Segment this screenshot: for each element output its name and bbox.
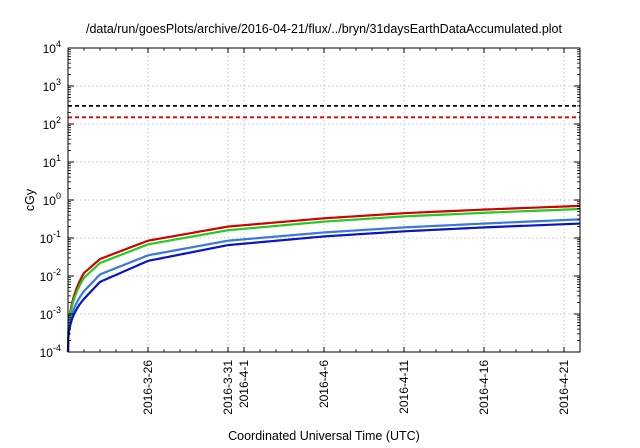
y-tick-base: 10 [43, 194, 57, 208]
axis-ticks [68, 47, 580, 353]
y-tick-exponent: 4 [56, 39, 61, 49]
y-axis-label: cGy [23, 188, 37, 211]
y-tick-base: 10 [40, 232, 54, 246]
series-line [66, 204, 581, 353]
x-tick-label: 2016-4-21 [557, 360, 571, 415]
y-tick-label: 102 [43, 115, 61, 132]
x-tick-label: 2016-4-6 [317, 360, 331, 408]
series-line [66, 207, 581, 353]
y-tick-base: 10 [43, 42, 57, 56]
y-tick-label: 10-1 [40, 229, 61, 246]
y-tick-label: 101 [43, 153, 61, 170]
y-tick-exponent: -4 [53, 343, 61, 353]
y-tick-exponent: 0 [56, 191, 61, 201]
y-tick-exponent: 2 [56, 115, 61, 125]
x-tick-label: 2016-3-26 [141, 360, 155, 415]
x-tick-label: 2016-4-11 [397, 360, 411, 414]
y-tick-exponent: -2 [53, 267, 61, 277]
reference-lines [68, 104, 580, 119]
y-tick-base: 10 [40, 270, 54, 284]
y-tick-exponent: 1 [56, 153, 61, 163]
y-tick-label: 100 [43, 191, 61, 208]
y-tick-label: 10-3 [40, 305, 61, 322]
tick-labels: 2016-3-26 2016-3-31 2016-4-1 2016-4-6 2016-4… [40, 39, 571, 415]
x-tick-label: 2016-3-31 [221, 360, 235, 415]
series-line [66, 222, 581, 353]
chart-title: /data/run/goesPlots/archive/2016-04-21/f… [86, 22, 562, 36]
y-tick-exponent: 3 [56, 77, 61, 87]
series-lines [66, 204, 581, 353]
x-axis-label: Coordinated Universal Time (UTC) [228, 429, 420, 443]
x-tick-label: 2016-4-1 [237, 360, 251, 408]
y-tick-label: 10-4 [40, 343, 61, 360]
y-tick-label: 10-2 [40, 267, 61, 284]
y-tick-label: 104 [43, 39, 61, 56]
y-tick-label: 103 [43, 77, 61, 94]
y-tick-base: 10 [43, 118, 57, 132]
y-tick-exponent: -1 [53, 229, 61, 239]
series-line [66, 218, 581, 353]
y-tick-base: 10 [43, 156, 57, 170]
y-tick-exponent: -3 [53, 305, 61, 315]
y-tick-base: 10 [40, 308, 54, 322]
y-tick-base: 10 [40, 346, 54, 360]
y-tick-base: 10 [43, 80, 57, 94]
x-tick-label: 2016-4-16 [477, 360, 491, 415]
grid [68, 48, 580, 352]
